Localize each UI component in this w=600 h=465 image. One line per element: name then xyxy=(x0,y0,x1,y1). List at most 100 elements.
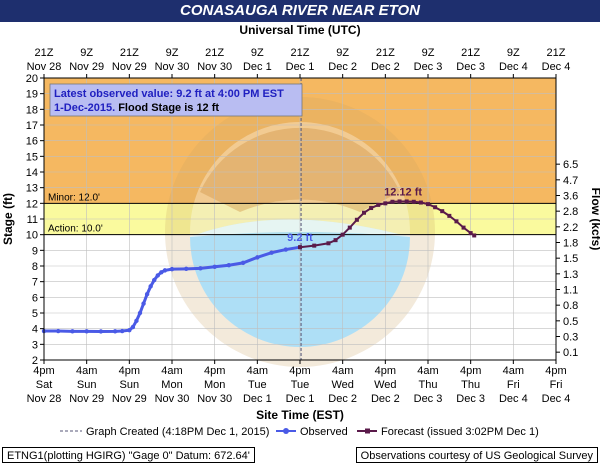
x-tick-time: 4am xyxy=(247,365,268,377)
top-x-tick-date: Dec 4 xyxy=(499,61,528,73)
observed-point xyxy=(84,329,89,334)
minor-threshold-label: Minor: 12.0' xyxy=(48,192,100,203)
forecast-point xyxy=(454,219,459,224)
flow-tick-label: 1.3 xyxy=(563,269,578,281)
top-x-tick-time: 21Z xyxy=(376,47,395,59)
chart-title: CONASAUGA RIVER NEAR ETON xyxy=(0,0,600,22)
top-x-tick-date: Dec 4 xyxy=(542,61,571,73)
top-x-tick-time: 21Z xyxy=(547,47,566,59)
top-x-tick-date: Nov 30 xyxy=(197,61,232,73)
forecast-point xyxy=(426,202,430,207)
top-x-tick-time: 21Z xyxy=(35,47,54,59)
x-tick-day: Mon xyxy=(204,379,225,391)
observed-point xyxy=(155,273,160,278)
top-x-tick-time: 9Z xyxy=(507,47,520,59)
top-x-tick-date: Dec 2 xyxy=(328,61,357,73)
y-tick-label: 7 xyxy=(32,277,38,289)
y-tick-label: 12 xyxy=(26,198,38,210)
observed-point xyxy=(120,328,125,334)
observed-point xyxy=(144,292,150,297)
flow-tick-label: 4.7 xyxy=(563,175,578,187)
x-tick-day: Thu xyxy=(419,379,438,391)
observed-point xyxy=(130,324,136,330)
observed-point xyxy=(98,329,104,334)
top-x-tick-time: 21Z xyxy=(461,47,480,59)
y-tick-label: 11 xyxy=(27,214,38,226)
x-tick-date: Nov 29 xyxy=(69,393,104,405)
forecast-point xyxy=(447,213,452,218)
forecast-point xyxy=(472,233,477,238)
info-date: 1-Dec-2015. xyxy=(54,102,115,114)
observed-point xyxy=(112,329,118,334)
top-x-tick-time: 9Z xyxy=(336,47,349,59)
legend-created-label: Graph Created (4:18PM Dec 1, 2015) xyxy=(86,426,269,438)
top-x-tick-date: Dec 1 xyxy=(243,61,272,73)
observed-point xyxy=(134,318,139,324)
forecast-point xyxy=(347,225,352,230)
y-tick-label: 20 xyxy=(26,73,38,85)
flow-tick-label: 3.6 xyxy=(563,191,578,203)
x-tick-time: 4pm xyxy=(460,365,481,377)
x-tick-day: Sun xyxy=(77,379,97,391)
x-tick-time: 4am xyxy=(161,365,182,377)
forecast-point xyxy=(461,225,466,230)
top-x-tick-time: 21Z xyxy=(205,47,224,59)
observed-point xyxy=(56,328,61,334)
observed-point xyxy=(127,328,132,333)
x-tick-time: 4pm xyxy=(375,365,396,377)
x-tick-day: Wed xyxy=(374,379,396,391)
x-tick-date: Dec 4 xyxy=(542,393,571,405)
y-tick-label: 8 xyxy=(32,261,38,273)
x-tick-date: Dec 4 xyxy=(499,393,528,405)
x-tick-time: 4pm xyxy=(204,365,225,377)
y-axis-label: Stage (ft) xyxy=(1,193,15,245)
x-tick-time: 4pm xyxy=(545,365,566,377)
forecast-point xyxy=(354,217,359,222)
x-tick-date: Nov 28 xyxy=(27,393,62,405)
x-tick-date: Dec 1 xyxy=(243,393,272,405)
crest-label: 12.12 ft xyxy=(384,186,422,198)
x-tick-time: 4pm xyxy=(289,365,310,377)
legend-observed-marker xyxy=(283,428,289,434)
observed-point xyxy=(159,270,164,275)
y-tick-label: 15 xyxy=(26,151,38,163)
top-x-tick-time: 9Z xyxy=(422,47,435,59)
observed-point xyxy=(240,260,246,266)
x-tick-day: Fri xyxy=(550,379,563,391)
action-threshold-label: Action: 10.0' xyxy=(48,224,103,235)
x-tick-date: Nov 30 xyxy=(155,393,190,405)
top-x-tick-time: 21Z xyxy=(120,47,139,59)
y-tick-label: 5 xyxy=(32,308,38,320)
x-tick-time: 4am xyxy=(503,365,524,377)
observed-point xyxy=(212,264,217,269)
x-tick-date: Nov 29 xyxy=(112,393,147,405)
info-box xyxy=(49,83,303,117)
observed-point xyxy=(255,255,260,260)
observed-point xyxy=(141,301,146,306)
top-x-tick-time: 21Z xyxy=(291,47,310,59)
flow-tick-label: 1.1 xyxy=(563,285,578,297)
x-tick-day: Mon xyxy=(161,379,182,391)
forecast-point xyxy=(433,205,438,210)
x-tick-time: 4pm xyxy=(119,365,140,377)
flow-tick-label: 0.5 xyxy=(563,316,578,328)
top-x-tick-time: 9Z xyxy=(251,47,264,59)
top-x-tick-date: Nov 29 xyxy=(112,61,147,73)
x-tick-day: Wed xyxy=(331,379,353,391)
flow-tick-label: 6.5 xyxy=(563,159,578,171)
info-flood-stage: Flood Stage is 12 ft xyxy=(115,102,219,114)
top-x-tick-date: Dec 3 xyxy=(414,61,443,73)
forecast-point xyxy=(362,210,366,215)
observed-point xyxy=(226,263,232,268)
forecast-point xyxy=(397,199,402,204)
observed-point xyxy=(152,277,157,283)
x-tick-date: Dec 2 xyxy=(371,393,400,405)
x-tick-time: 4am xyxy=(417,365,438,377)
info-line-2: 1-Dec-2015. Flood Stage is 12 ft xyxy=(54,102,219,114)
x-tick-date: Dec 1 xyxy=(286,393,315,405)
x-tick-day: Sun xyxy=(120,379,140,391)
flow-tick-label: 2.2 xyxy=(563,222,578,234)
top-x-tick-time: 9Z xyxy=(166,47,179,59)
x-tick-date: Dec 3 xyxy=(414,393,443,405)
